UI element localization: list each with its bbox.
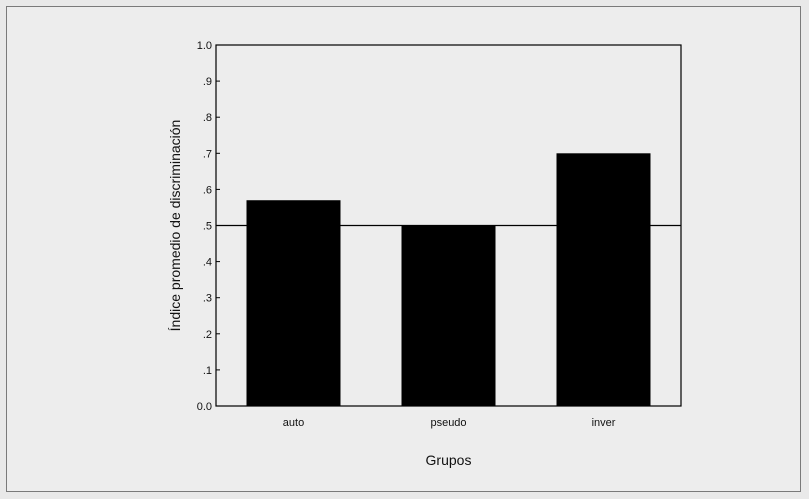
bar-inver [556, 153, 651, 406]
y-tick-label: 0.0 [197, 401, 212, 413]
y-tick-label: .7 [203, 148, 212, 160]
x-axis-category-labels: auto pseudo inver [283, 417, 616, 429]
bars-group [246, 153, 651, 406]
bar-auto [246, 200, 341, 406]
y-tick-label: .5 [203, 221, 212, 233]
y-axis-title: Índice promedio de discriminación [167, 120, 183, 332]
chart-figure: 0.0 .1 .2 .3 .4 .5 .6 .7 .8 .9 1.0 auto pseudo inver… [6, 6, 801, 492]
y-tick-label: .1 [203, 365, 212, 377]
y-axis-ticks: 0.0 .1 .2 .3 .4 .5 .6 .7 .8 .9 1.0 [197, 40, 220, 413]
y-tick-label: .2 [203, 329, 212, 341]
y-tick-label: .4 [203, 257, 212, 269]
bar-chart: 0.0 .1 .2 .3 .4 .5 .6 .7 .8 .9 1.0 auto pseudo inver… [167, 40, 682, 468]
y-tick-label: .3 [203, 293, 212, 305]
x-axis-title: Grupos [426, 452, 472, 468]
x-tick-label-auto: auto [283, 417, 304, 429]
y-tick-label: .6 [203, 184, 212, 196]
y-tick-label: .9 [203, 76, 212, 88]
y-tick-label: 1.0 [197, 40, 212, 52]
bar-pseudo [401, 225, 496, 406]
x-tick-label-pseudo: pseudo [430, 417, 466, 429]
y-tick-label: .8 [203, 112, 212, 124]
x-tick-label-inver: inver [592, 417, 616, 429]
